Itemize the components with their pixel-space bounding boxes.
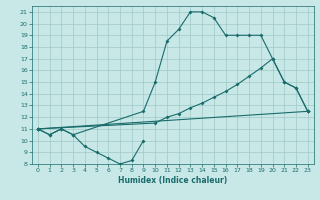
X-axis label: Humidex (Indice chaleur): Humidex (Indice chaleur) [118,176,228,185]
